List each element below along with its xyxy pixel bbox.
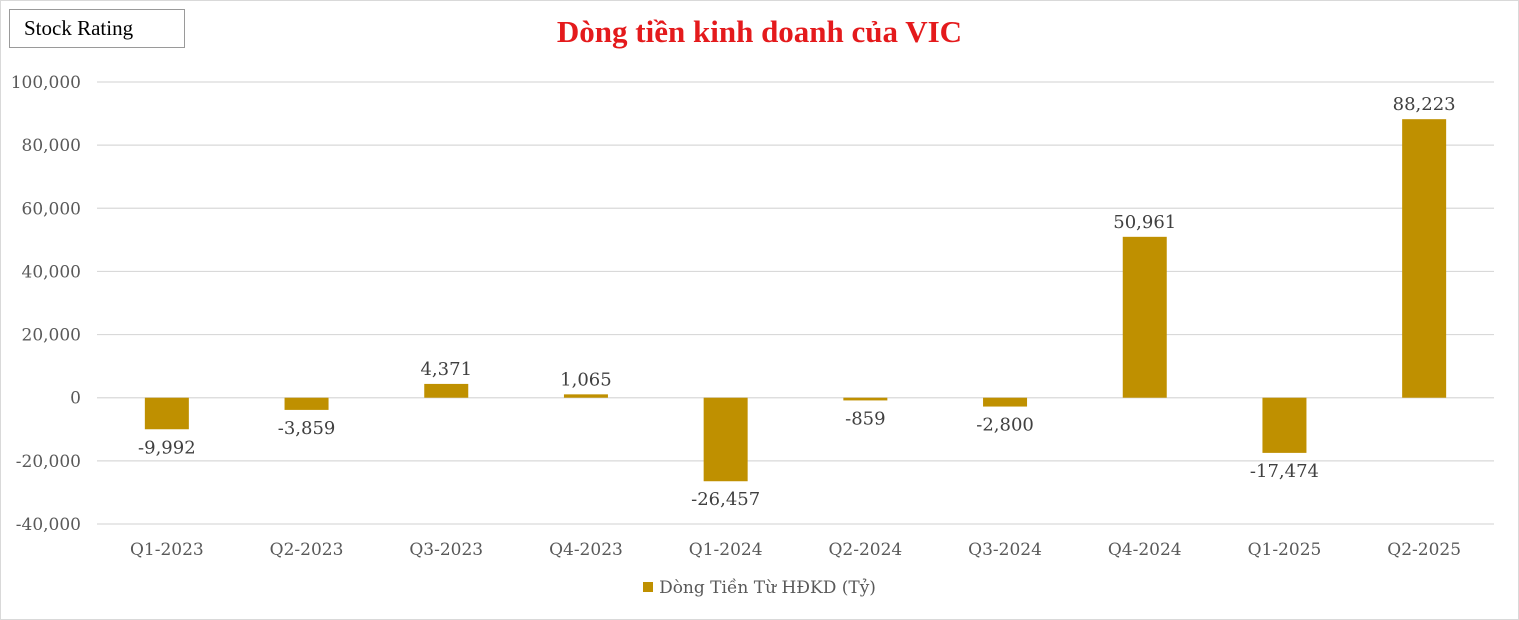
- x-tick-label: Q2-2023: [270, 540, 344, 560]
- y-tick-label: 60,000: [22, 199, 81, 219]
- bar: [424, 383, 469, 398]
- legend-label: Dòng Tiền Từ HĐKD (Tỷ): [659, 578, 876, 598]
- x-tick-label: Q3-2023: [409, 540, 483, 560]
- data-label: -3,859: [278, 418, 336, 439]
- x-tick-label: Q1-2024: [689, 540, 763, 560]
- legend-swatch: [643, 582, 654, 592]
- y-tick-label: -20,000: [16, 452, 81, 472]
- bar: [1402, 119, 1447, 398]
- stock-rating-badge: Stock Rating: [9, 9, 185, 48]
- bar: [144, 397, 189, 430]
- y-tick-label: 80,000: [22, 136, 81, 156]
- x-tick-label: Q2-2025: [1387, 540, 1461, 560]
- x-tick-label: Q4-2024: [1108, 540, 1182, 560]
- legend: Dòng Tiền Từ HĐKD (Tỷ): [0, 578, 1519, 598]
- chart-title: Dòng tiền kinh doanh của VIC: [556, 14, 963, 49]
- y-tick-label: 20,000: [22, 326, 81, 346]
- data-labels: -9,992 -3,859 4,371 1,065 -26,457 -859 -2,800 5…: [138, 94, 1456, 510]
- data-label: -26,457: [691, 489, 760, 510]
- bar: [703, 397, 748, 482]
- data-label: -2,800: [976, 415, 1034, 436]
- x-tick-label: Q1-2023: [130, 540, 204, 560]
- gridlines: [97, 81, 1494, 525]
- x-tick-label: Q3-2024: [968, 540, 1042, 560]
- y-tick-label: 100,000: [11, 73, 81, 93]
- y-tick-label: 0: [70, 389, 81, 409]
- y-tick-label: 40,000: [22, 262, 81, 282]
- data-label: 1,065: [560, 369, 612, 390]
- data-label: 88,223: [1393, 94, 1456, 115]
- y-tick-label: -40,000: [16, 515, 81, 535]
- x-axis: Q1-2023 Q2-2023 Q3-2023 Q4-2023 Q1-2024 Q2-20…: [130, 540, 1461, 560]
- bar: [1122, 236, 1167, 398]
- bar: [1262, 397, 1307, 453]
- bars: [144, 119, 1447, 482]
- bar: [563, 394, 608, 398]
- data-label: 50,961: [1113, 212, 1176, 233]
- x-tick-label: Q4-2023: [549, 540, 623, 560]
- x-tick-label: Q2-2024: [828, 540, 902, 560]
- bar: [284, 397, 329, 410]
- data-label: 4,371: [420, 359, 472, 380]
- data-label: -9,992: [138, 437, 196, 458]
- data-label: -17,474: [1250, 461, 1319, 482]
- y-axis: 100,000 80,000 60,000 40,000 20,000 0 -20,000 -…: [11, 73, 81, 535]
- x-tick-label: Q1-2025: [1248, 540, 1322, 560]
- bar: [983, 397, 1028, 407]
- data-label: -859: [845, 408, 885, 429]
- bar: [843, 397, 888, 401]
